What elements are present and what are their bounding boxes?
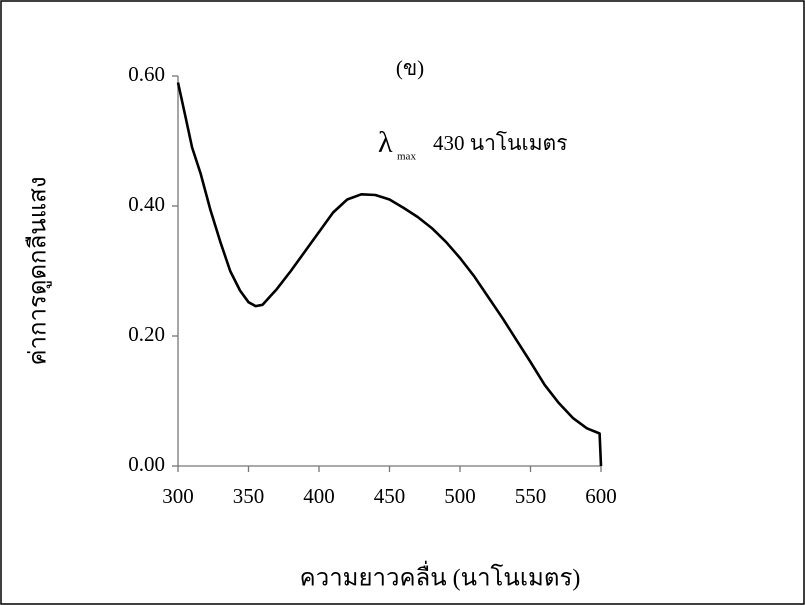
x-tick-label: 550: [515, 484, 547, 508]
x-tick-label: 350: [233, 484, 265, 508]
x-tick-label: 450: [374, 484, 406, 508]
frame: [1, 1, 804, 604]
annotation-symbol: λ: [378, 126, 393, 159]
x-tick-label: 300: [162, 484, 194, 508]
y-tick-label: 0.40: [128, 192, 165, 216]
x-tick-label: 600: [585, 484, 617, 508]
y-tick-label: 0.60: [128, 62, 165, 86]
y-axis-title: ค่าการดูดกลืนแสง: [25, 176, 53, 365]
x-tick-label: 500: [444, 484, 476, 508]
x-axis-title: ความยาวคลื่น (นาโนเมตร): [300, 561, 581, 592]
chart: (ข) λ max 430 นาโนเมตร ความยาวคลื่น (นาโ…: [0, 0, 805, 605]
annotation-text: 430 นาโนเมตร: [433, 131, 567, 155]
x-tick-label: 400: [303, 484, 335, 508]
panel-label: (ข): [396, 56, 424, 80]
annotation-subscript: max: [397, 151, 416, 163]
y-tick-label: 0.20: [128, 322, 165, 346]
y-tick-label: 0.00: [128, 452, 165, 476]
